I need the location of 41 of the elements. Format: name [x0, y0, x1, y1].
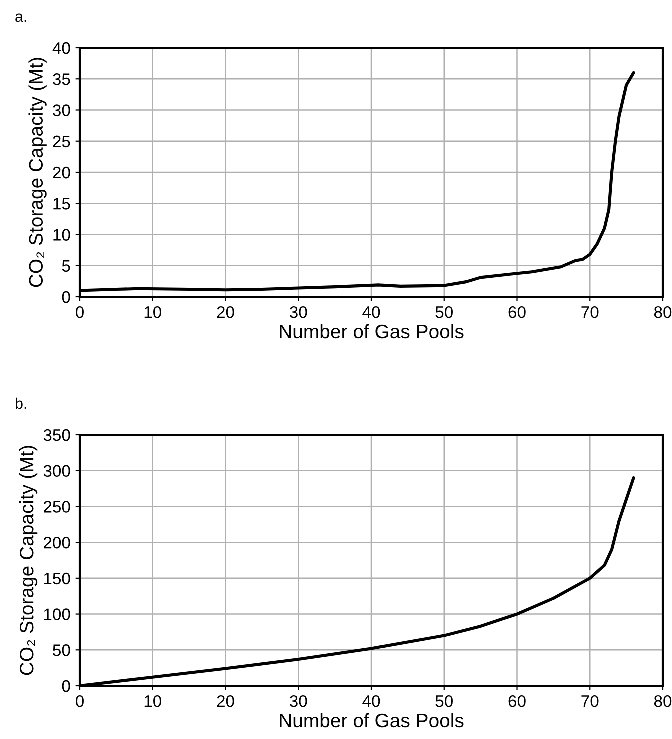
x-tick-label: 20: [217, 695, 234, 708]
y-tick-label: 40: [52, 42, 70, 54]
y-tick-label: 30: [53, 104, 70, 116]
x-axis-title: Number of Gas Pools: [280, 713, 464, 728]
y-tick-label: 50: [53, 644, 70, 656]
x-tick-label: 30: [290, 695, 308, 708]
x-tick-label: 40: [362, 695, 380, 708]
y-axis-title: CO₂ Storage Capacity (Mt): [19, 446, 38, 676]
y-tick-label: 25: [53, 136, 70, 148]
x-axis-title: Number of Gas Pools: [280, 324, 464, 339]
y-tick-label: 350: [44, 429, 70, 442]
x-tick-label: 50: [436, 306, 453, 318]
y-tick-label: 15: [54, 198, 70, 210]
y-axis-title: CO₂ Storage Capacity (Mt): [28, 58, 47, 288]
x-tick-label: 60: [508, 695, 526, 708]
x-tick-label: 60: [508, 306, 526, 318]
x-tick-label: 80: [654, 695, 672, 708]
x-tick-label: 0: [76, 695, 84, 708]
x-tick-label: 10: [144, 695, 162, 708]
y-tick-label: 100: [44, 608, 70, 620]
y-tick-label: 0: [62, 291, 70, 304]
y-tick-label: 5: [62, 260, 70, 272]
chart-title: a.: [16, 14, 26, 22]
x-tick-label: 40: [362, 306, 380, 318]
x-tick-label: 30: [290, 306, 308, 318]
y-tick-label: 0: [62, 680, 70, 692]
x-tick-label: 70: [582, 306, 599, 318]
y-tick-label: 250: [44, 501, 70, 513]
y-tick-label: 300: [44, 465, 70, 478]
chart-title: b.: [16, 398, 26, 410]
x-tick-label: 20: [217, 306, 234, 318]
x-tick-label: 70: [582, 695, 599, 708]
y-tick-label: 150: [44, 572, 70, 585]
y-tick-label: 20: [53, 166, 70, 179]
y-tick-label: 200: [44, 536, 70, 549]
y-tick-label: 35: [53, 74, 70, 86]
y-tick-label: 10: [54, 229, 70, 241]
x-tick-label: 80: [654, 306, 672, 318]
x-tick-label: 0: [76, 306, 84, 318]
x-tick-label: 50: [436, 695, 453, 708]
x-tick-label: 10: [144, 306, 162, 318]
